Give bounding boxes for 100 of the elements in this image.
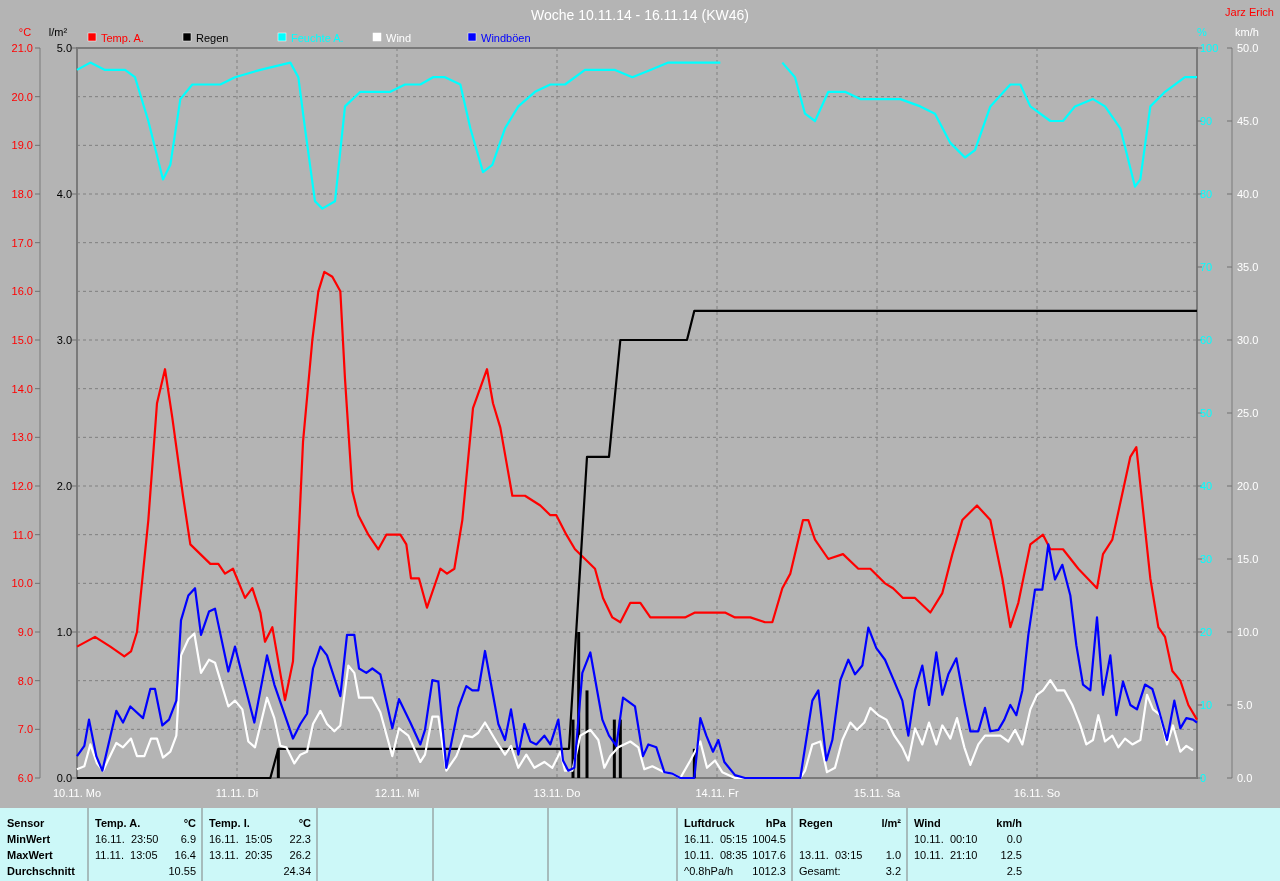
text: 13.11. 03:15 xyxy=(799,849,863,861)
text: 10.11. 08:35 xyxy=(684,849,748,861)
text: 16.11. 15:05 xyxy=(209,833,273,845)
legend-label: Windböen xyxy=(481,32,531,44)
text: hPa xyxy=(765,817,787,829)
y2-tick-label: 35.0 xyxy=(1237,261,1259,273)
y2-tick-label: 0.0 xyxy=(1237,772,1253,784)
text: °C xyxy=(183,817,197,829)
text: 11.11. 13:05 xyxy=(95,849,158,861)
text: 26.2 xyxy=(289,849,311,861)
y-tick-label: 40 xyxy=(1200,480,1213,492)
y-tick-label: 10 xyxy=(1200,699,1213,711)
text: l/m² xyxy=(881,817,902,829)
legend-label: Wind xyxy=(386,32,412,44)
y2-axis-title: l/m² xyxy=(48,26,68,38)
text: 16.11. 05:15 xyxy=(684,833,748,845)
y-tick-label: 21.0 xyxy=(11,42,33,54)
text: 16.4 xyxy=(174,849,196,861)
y-tick-label: 14.0 xyxy=(11,382,33,395)
text: 6.9 xyxy=(180,833,196,845)
y-tick-label: 30 xyxy=(1200,553,1213,565)
y2-tick-label: 10.0 xyxy=(1237,626,1259,638)
text: 10.11. 00:10 xyxy=(914,833,978,845)
text: 12.5 xyxy=(1000,849,1022,861)
y2-tick-label: 45.0 xyxy=(1237,115,1259,127)
y-tick-label: 12.0 xyxy=(11,480,33,492)
text: Luftdruck xyxy=(684,817,736,829)
y2-tick-label: 3.0 xyxy=(56,334,72,346)
y2-tick-label: 20.0 xyxy=(1237,480,1259,492)
text: Temp. A. xyxy=(95,817,141,829)
text: 22.3 xyxy=(289,833,311,845)
x-tick-label: 10.11. Mo xyxy=(52,787,102,799)
x-tick-label: 11.11. Di xyxy=(215,787,259,799)
text: ^0.8hPa/h xyxy=(684,865,734,877)
text: 3.2 xyxy=(885,865,901,877)
y-tick-label: 80 xyxy=(1200,188,1213,200)
text: 2.5 xyxy=(1006,865,1022,877)
text: 10.11. 21:10 xyxy=(914,849,978,861)
text: Regen xyxy=(799,817,833,829)
text: Temp. I. xyxy=(209,817,250,829)
x-tick-label: 16.11. So xyxy=(1013,787,1061,799)
text: Wind xyxy=(914,817,941,829)
y-tick-label: 6.0 xyxy=(17,772,33,784)
text: Gesamt: xyxy=(799,865,841,877)
y-tick-label: 8.0 xyxy=(17,674,33,687)
y-tick-label: 19.0 xyxy=(11,139,33,152)
text: Jarz Erich xyxy=(1225,6,1274,18)
y-tick-label: 60 xyxy=(1200,334,1213,346)
y2-tick-label: 1.0 xyxy=(56,626,72,638)
legend-label: Feuchte A. xyxy=(291,32,344,44)
text: 10.55 xyxy=(168,865,196,877)
y2-tick-label: 40.0 xyxy=(1237,188,1259,200)
y-axis-title: °C xyxy=(18,26,32,38)
y-tick-label: 16.0 xyxy=(11,285,33,298)
y-tick-label: 11.0 xyxy=(12,528,33,541)
y-tick-label: 100 xyxy=(1200,42,1219,54)
y-tick-label: 10.0 xyxy=(11,577,33,590)
text: 1.0 xyxy=(885,849,901,861)
y-axis-title: % xyxy=(1197,26,1208,38)
legend-label: Temp. A. xyxy=(101,32,144,44)
x-tick-label: 15.11. Sa xyxy=(853,787,902,799)
text: Sensor xyxy=(7,817,46,829)
y-tick-label: 18.0 xyxy=(11,188,33,200)
y-tick-label: 20.0 xyxy=(11,90,33,103)
y-tick-label: 15.0 xyxy=(11,334,33,346)
y-tick-label: 17.0 xyxy=(11,236,33,249)
y2-tick-label: 4.0 xyxy=(56,188,72,200)
y-tick-label: 9.0 xyxy=(17,626,33,638)
y2-tick-label: 0.0 xyxy=(56,772,72,784)
x-tick-label: 13.11. Do xyxy=(533,787,581,799)
y2-tick-label: 25.0 xyxy=(1237,407,1259,419)
y-tick-label: 50 xyxy=(1200,407,1213,419)
text: 0.0 xyxy=(1006,833,1022,845)
text: MinWert xyxy=(7,833,51,845)
y-tick-label: 70 xyxy=(1200,261,1213,273)
text: 1012.3 xyxy=(752,865,786,877)
text: °C xyxy=(298,817,312,829)
text: 1004.5 xyxy=(752,833,786,845)
text: 1017.6 xyxy=(752,849,786,861)
y2-tick-label: 2.0 xyxy=(56,480,72,492)
chart-title: Woche 10.11.14 - 16.11.14 (KW46) xyxy=(531,7,749,23)
x-tick-label: 14.11. Fr xyxy=(695,787,739,799)
y2-tick-label: 5.0 xyxy=(56,42,72,54)
text: km/h xyxy=(996,817,1023,829)
x-tick-label: 12.11. Mi xyxy=(374,787,420,799)
legend-label: Regen xyxy=(196,32,229,44)
text: 16.11. 23:50 xyxy=(95,833,159,845)
text: 13.11. 20:35 xyxy=(209,849,273,861)
y-tick-label: 20 xyxy=(1200,626,1213,638)
y2-tick-label: 5.0 xyxy=(1237,699,1253,711)
text: MaxWert xyxy=(7,849,53,861)
y2-tick-label: 50.0 xyxy=(1237,42,1259,54)
y2-tick-label: 30.0 xyxy=(1237,334,1259,346)
y2-axis-title: km/h xyxy=(1235,26,1259,38)
y-tick-label: 7.0 xyxy=(17,723,33,736)
y-tick-label: 90 xyxy=(1200,115,1213,127)
y-tick-label: 0 xyxy=(1200,772,1207,784)
text: 24.34 xyxy=(283,865,311,877)
y2-tick-label: 15.0 xyxy=(1237,553,1259,565)
y-tick-label: 13.0 xyxy=(11,431,33,444)
